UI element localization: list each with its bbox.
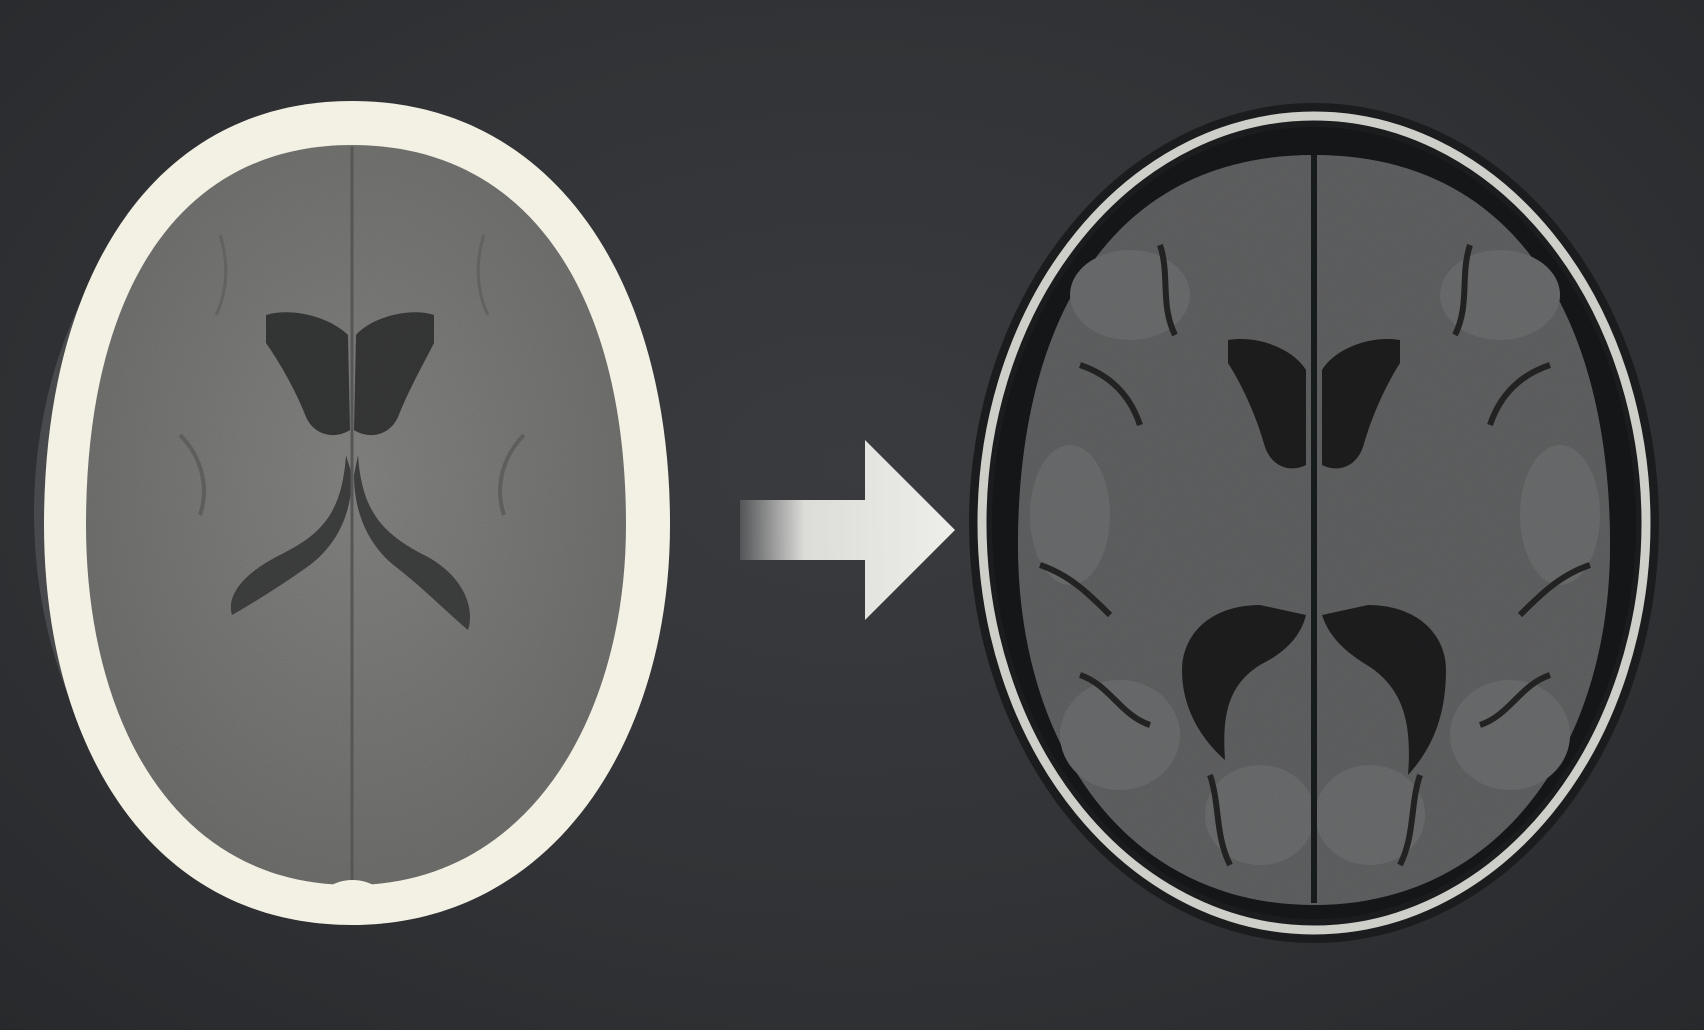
mri-gyri [1030, 250, 1600, 865]
mri-scan-image [960, 95, 1670, 945]
ct-sulcus [214, 234, 228, 316]
arrow-shape [740, 440, 955, 620]
right-arrow-icon [740, 430, 970, 630]
ct-sulcus [498, 433, 526, 516]
ct-brain-parenchyma [86, 145, 626, 885]
mri-left-atrium [1182, 605, 1306, 760]
ct-sulcus [178, 433, 206, 516]
mri-sulci [1039, 244, 1591, 867]
mri-right-frontal-horn [1322, 339, 1400, 469]
ct-scan-image [30, 95, 730, 935]
ct-right-occipital-horn [354, 455, 471, 630]
ct-left-frontal-horn [266, 312, 350, 436]
mri-right-atrium [1322, 605, 1446, 775]
ct-skull-occipital-protuberance [320, 880, 385, 895]
ct-sulcus [476, 234, 490, 316]
mri-left-frontal-horn [1228, 339, 1306, 469]
mri-skull-ring [977, 111, 1651, 935]
ct-left-occipital-horn [230, 455, 352, 615]
ct-right-frontal-horn [354, 312, 434, 436]
